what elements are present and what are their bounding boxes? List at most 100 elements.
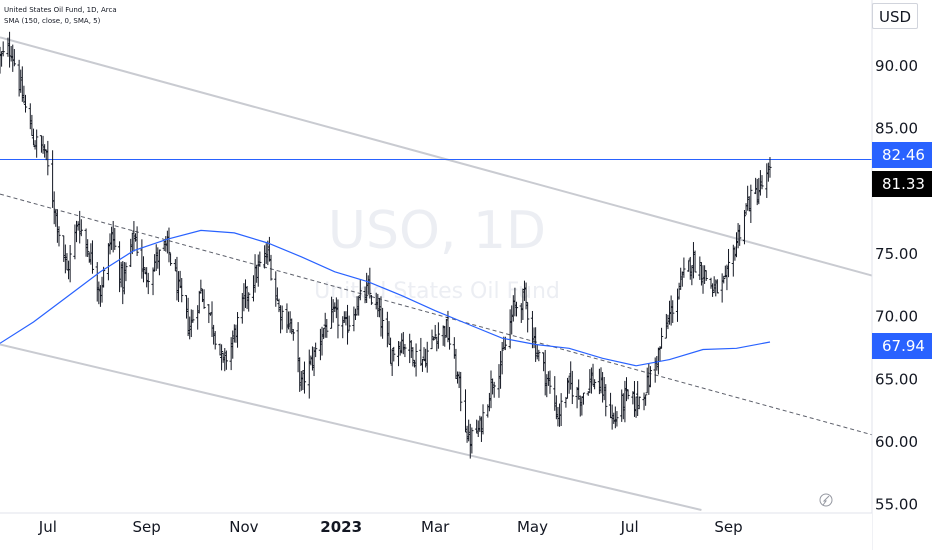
x-tick-label: Nov — [229, 518, 258, 536]
ohlc-bar — [447, 326, 452, 350]
legend-sma[interactable]: SMA (150, close, 0, SMA, 5) — [4, 17, 101, 25]
ohlc-bar — [648, 366, 653, 388]
y-tick-label: 85.00 — [875, 120, 918, 138]
ohlc-bar — [626, 389, 630, 400]
ohlc-bar — [581, 392, 586, 405]
x-tick-label: Mar — [421, 518, 450, 536]
ohlc-bar — [392, 346, 396, 362]
ohlc-bar — [167, 227, 171, 263]
x-tick-label: May — [517, 518, 548, 536]
ohlc-bar — [644, 394, 648, 406]
ohlc-bar — [693, 250, 697, 273]
ohlc-bar — [380, 307, 385, 339]
ohlc-bar — [325, 318, 329, 338]
ohlc-bar — [235, 312, 240, 348]
price-axis-background — [872, 0, 932, 550]
ohlc-bar — [615, 411, 619, 427]
ohlc-bar — [280, 305, 284, 330]
ohlc-bar — [1, 41, 5, 57]
watermark-symbol: USO, 1D — [328, 201, 546, 261]
ohlc-bar — [199, 279, 203, 294]
y-tick-label: 90.00 — [875, 57, 918, 75]
ohlc-bar — [459, 371, 463, 412]
ohlc-bar — [470, 427, 474, 454]
ohlc-bar — [604, 384, 608, 417]
y-tick-label: 70.00 — [875, 308, 918, 326]
ohlc-bar — [345, 304, 350, 345]
sma-line — [0, 229, 771, 367]
ohlc-bar — [537, 349, 541, 362]
ohlc-bar — [671, 300, 675, 323]
legend-title[interactable]: United States Oil Fund, 1D, Arca — [4, 6, 117, 14]
level-price-tag: 82.46 — [872, 142, 932, 168]
ohlc-bar — [90, 240, 95, 274]
ohlc-bar — [68, 244, 72, 283]
ohlc-bar — [593, 379, 597, 390]
ohlc-bar — [12, 49, 16, 67]
channel-mid-line — [0, 193, 873, 436]
x-tick-label: Jul — [38, 518, 57, 536]
y-tick-label: 75.00 — [875, 245, 918, 263]
x-tick-label: Sep — [714, 518, 742, 536]
ohlc-bar — [213, 331, 217, 350]
ohlc-bar — [314, 342, 318, 358]
ohlc-bar — [514, 301, 519, 317]
ohlc-bar — [269, 254, 273, 281]
ohlc-bar — [302, 361, 307, 394]
ohlc-bar — [659, 327, 664, 349]
ohlc-bar — [35, 129, 39, 158]
x-tick-label: 2023 — [320, 518, 362, 536]
ohlc-bar — [738, 224, 742, 246]
time-axis-clock-icon[interactable] — [819, 493, 833, 507]
ohlc-bar — [715, 279, 719, 294]
ohlc-bar — [224, 350, 228, 370]
ohlc-bar — [526, 302, 530, 333]
ohlc-bar — [157, 249, 162, 276]
ohlc-bar — [146, 272, 150, 295]
ohlc-bar — [637, 396, 641, 410]
watermark-name: United States Oil Fund — [314, 279, 560, 304]
ohlc-bar — [463, 389, 468, 433]
ohlc-bar — [23, 94, 28, 113]
ohlc-bar — [369, 294, 374, 305]
ohlc-bar — [124, 262, 128, 282]
ohlc-bar — [191, 309, 195, 323]
y-tick-label: 65.00 — [875, 370, 918, 388]
time-axis-background — [0, 513, 872, 550]
ohlc-bar — [168, 253, 173, 266]
ohlc-bar — [548, 370, 552, 394]
ohlc-bar — [414, 343, 418, 377]
ohlc-bar — [559, 393, 563, 427]
y-tick-label: 55.00 — [875, 496, 918, 514]
currency-button[interactable]: USD — [872, 3, 918, 29]
time-axis[interactable]: Jul Sep Nov 2023 Mar May Jul Sep — [0, 512, 872, 550]
last-price-tag: 81.33 — [872, 171, 932, 197]
ohlc-bar — [57, 226, 61, 247]
ohlc-bar — [433, 324, 437, 340]
watermark: USO, 1D United States Oil Fund — [314, 201, 560, 304]
sma-price-tag: 67.94 — [872, 333, 932, 359]
trend-lines[interactable] — [0, 36, 873, 511]
ohlc-bar — [768, 157, 772, 178]
ohlc-bar — [742, 209, 747, 245]
ohlc-bar — [682, 257, 686, 278]
ohlc-bar — [436, 322, 440, 349]
ohlc-bar — [749, 184, 753, 223]
channel-lower-line — [0, 343, 702, 511]
ohlc-bar — [336, 299, 340, 339]
ohlc-bar — [570, 370, 574, 405]
sma-series — [0, 229, 771, 367]
x-tick-label: Sep — [133, 518, 161, 536]
ohlc-bar — [704, 270, 708, 281]
ohlc-bar — [368, 267, 372, 299]
ohlc-bar — [760, 175, 764, 190]
ohlc-bar — [425, 341, 429, 373]
ohlc-bar — [403, 343, 407, 358]
ohlc-bar — [722, 275, 726, 284]
ohlc-bar — [247, 292, 251, 312]
y-tick-label: 60.00 — [875, 433, 918, 451]
x-tick-label: Jul — [620, 518, 639, 536]
ohlc-bar — [79, 219, 83, 237]
